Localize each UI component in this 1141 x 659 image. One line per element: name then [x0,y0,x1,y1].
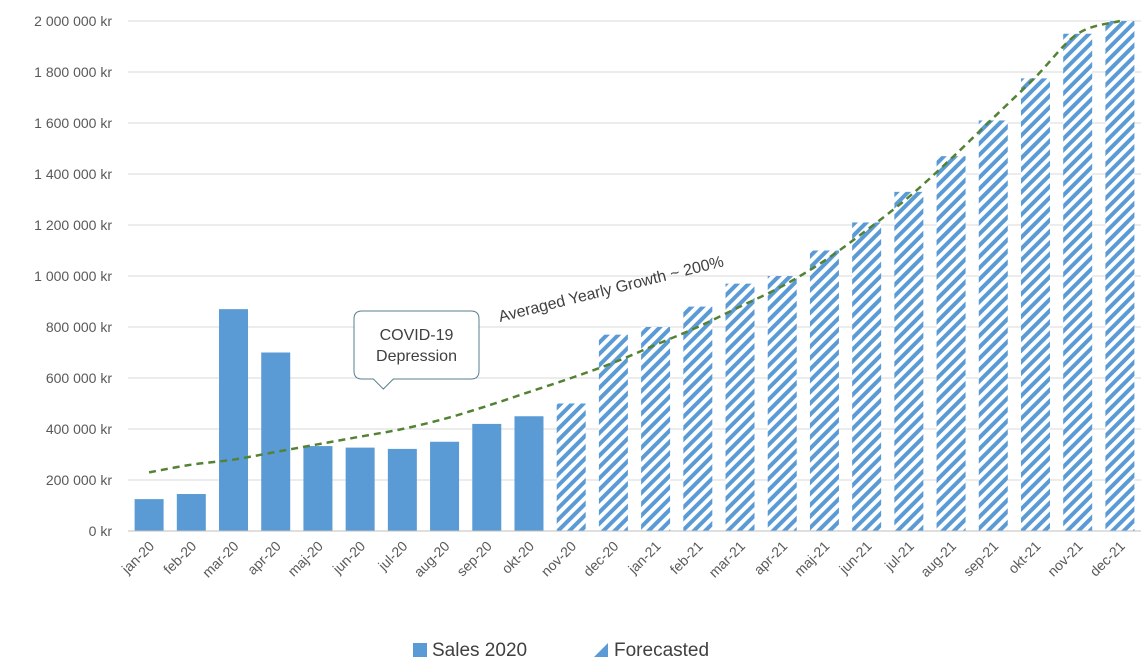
y-tick-label: 2 000 000 kr [34,13,112,29]
x-tick-label: aug-21 [917,538,959,580]
x-tick-label: feb-20 [160,538,200,578]
x-tick-label: maj-20 [284,538,326,580]
forecast-bar [894,192,923,531]
x-tick-label: sep-20 [453,538,495,580]
y-tick-label: 1 000 000 kr [34,268,112,284]
y-tick-label: 1 600 000 kr [34,115,112,131]
forecast-bar [1021,78,1050,531]
x-tick-label: dec-20 [580,538,622,580]
x-tick-label: jan-20 [118,538,158,578]
x-tick-label: apr-21 [750,538,790,578]
sales-bar [219,309,248,531]
forecast-bar [683,307,712,531]
y-tick-label: 1 800 000 kr [34,64,112,80]
x-tick-label: jul-20 [374,538,410,574]
forecast-bar [937,156,966,531]
legend: Sales 2020 Forecasted [413,640,709,659]
forecast-bar [1105,21,1134,531]
x-tick-label: mar-20 [199,538,242,581]
x-tick-label: jul-21 [881,538,917,574]
x-tick-label: jun-21 [835,538,875,578]
sales-bar [388,449,417,531]
forecast-bar [599,335,628,531]
forecast-bar [641,327,670,531]
x-tick-label: jan-21 [624,538,664,578]
y-tick-label: 0 kr [89,523,113,539]
sales-bar [303,446,332,531]
x-tick-label: nov-20 [538,538,580,580]
legend-swatch-sales [413,643,427,657]
sales-bar [430,442,459,531]
y-tick-label: 200 000 kr [46,472,112,488]
y-tick-label: 1 400 000 kr [34,166,112,182]
sales-bar [346,448,375,531]
sales-bar [261,353,290,532]
y-tick-label: 600 000 kr [46,370,112,386]
x-axis: jan-20 feb-20 mar-20 apr-20 maj-20 jun-20 jul-… [118,538,1128,581]
sales-bar [472,424,501,531]
x-tick-label: apr-20 [244,538,284,578]
sales-bar [514,416,543,531]
x-tick-label: jun-20 [329,538,369,578]
legend-swatch-forecast [594,643,608,657]
sales-bar [135,499,164,531]
trendline-path [149,21,1120,472]
forecast-bar [810,251,839,532]
x-tick-label: feb-21 [667,538,707,578]
forecast-bar [979,120,1008,531]
callout-text: Depression [376,348,457,365]
forecast-bar [557,404,586,532]
forecast-bar [768,276,797,531]
y-tick-label: 1 200 000 kr [34,217,112,233]
forecast-bar [1063,34,1092,531]
x-tick-label: okt-21 [1005,538,1044,577]
forecast-bar [852,222,881,531]
y-tick-label: 400 000 kr [46,421,112,437]
y-tick-label: 800 000 kr [46,319,112,335]
legend-label-forecast: Forecasted [614,640,709,659]
trendline [149,21,1120,472]
forecast-bar [726,284,755,531]
x-tick-label: mar-21 [705,538,748,581]
x-tick-label: aug-20 [411,538,453,580]
x-tick-label: sep-21 [960,538,1002,580]
x-tick-label: nov-21 [1044,538,1086,580]
x-tick-label: dec-21 [1086,538,1128,580]
callout-text: COVID-19 [380,327,454,344]
x-tick-label: okt-20 [498,538,537,577]
y-axis: 0 kr 200 000 kr 400 000 kr 600 000 kr 800 00… [34,13,112,539]
sales-bar [177,494,206,531]
legend-label-sales: Sales 2020 [432,640,527,659]
x-tick-label: maj-21 [791,538,833,580]
